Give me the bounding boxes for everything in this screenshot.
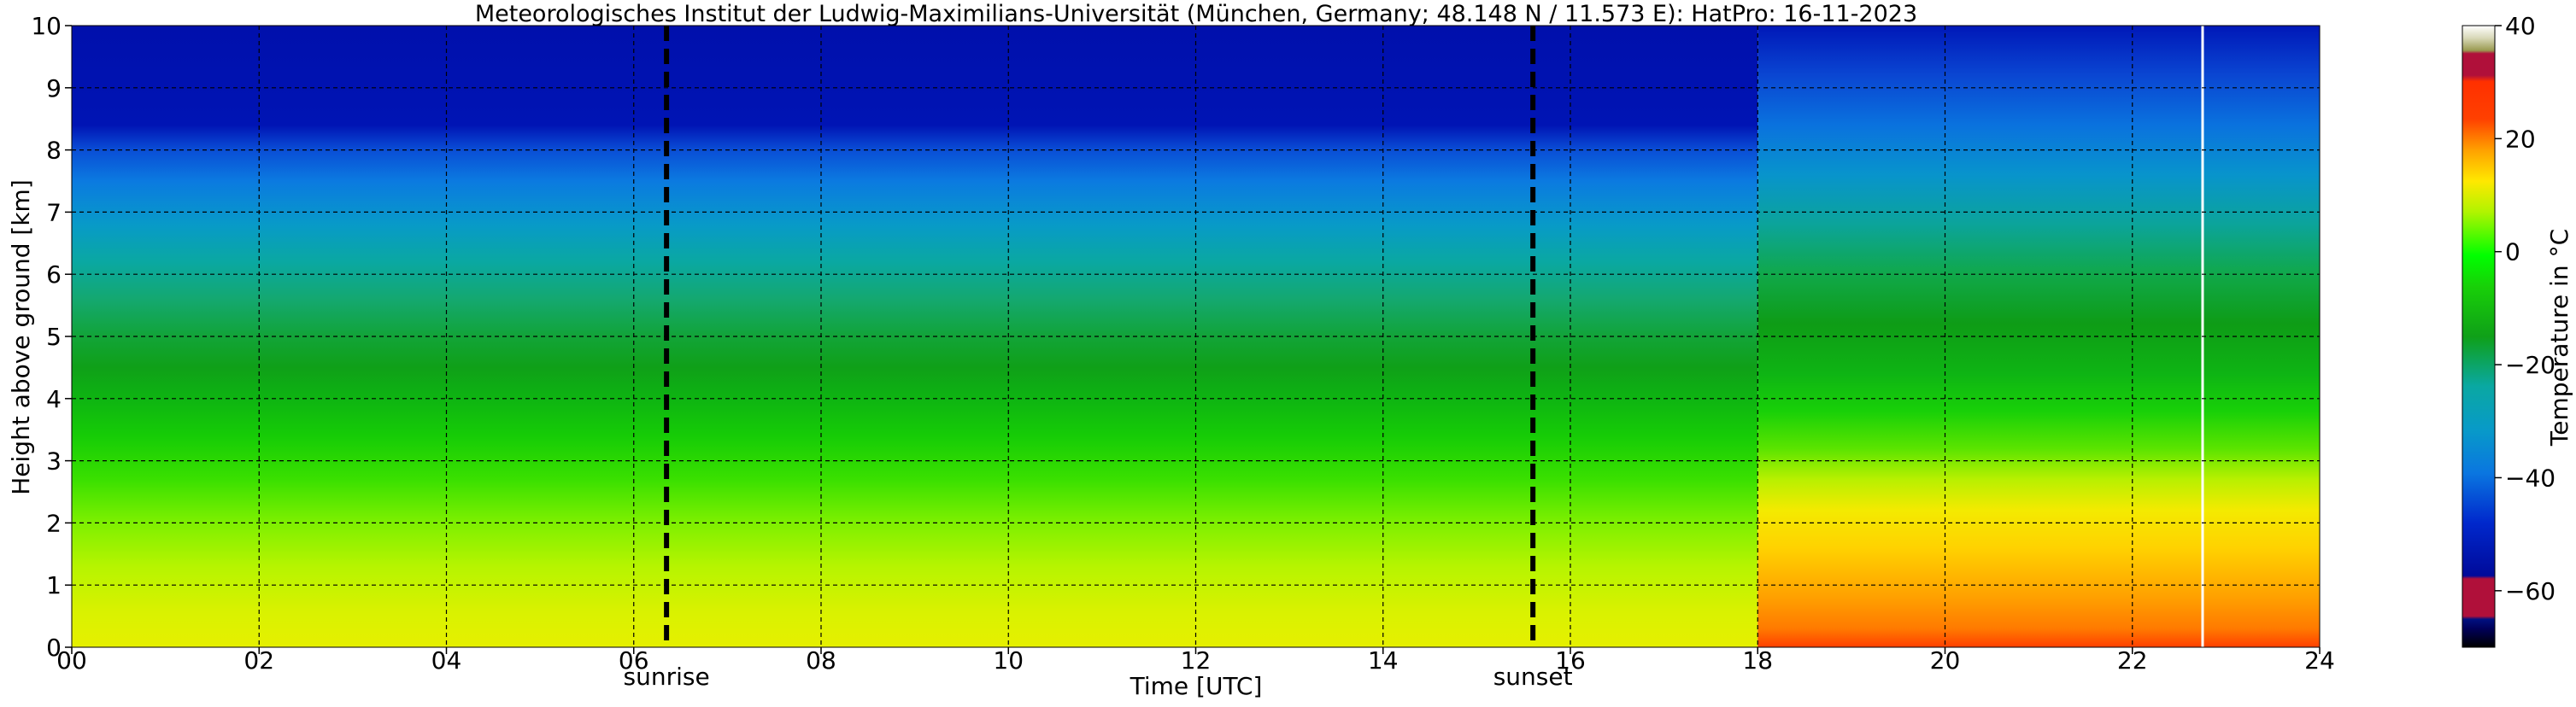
annotation-label-sunset: sunset [1493, 663, 1573, 691]
grid-lines [72, 26, 2320, 647]
y-tick-label: 6 [46, 260, 62, 289]
x-tick-label: 24 [2304, 646, 2335, 675]
annotation-label-sunrise: sunrise [624, 663, 710, 691]
x-axis-ticks: 00 02 04 06 08 10 12 14 16 18 20 22 24 [56, 646, 2335, 675]
colorbar-tick-label: −20 [2505, 351, 2555, 379]
x-tick-label: 16 [1555, 646, 1586, 675]
x-tick-label: 20 [1930, 646, 1961, 675]
x-tick-label: 10 [993, 646, 1024, 675]
colorbar-tick-label: 40 [2505, 12, 2536, 40]
colorbar-ticks: 40 20 0 −20 −40 −60 [2495, 12, 2555, 605]
colorbar-tick-label: 0 [2505, 238, 2520, 266]
y-tick-label: 0 [46, 634, 62, 662]
x-tick-label: 04 [431, 646, 462, 675]
colorbar-label: Temperature in °C [2545, 229, 2573, 447]
y-tick-label: 5 [46, 323, 62, 351]
x-axis-label: Time [UTC] [1130, 672, 1263, 700]
x-tick-label: 14 [1368, 646, 1399, 675]
y-axis-label: Height above ground [km] [7, 179, 35, 495]
annotation-lines: sunrise sunset [624, 26, 1573, 691]
x-tick-label: 22 [2117, 646, 2148, 675]
y-tick-label: 10 [31, 12, 62, 40]
plot-area: sunrise sunset [71, 25, 2321, 691]
x-tick-label: 02 [244, 646, 274, 675]
y-tick-label: 3 [46, 447, 62, 476]
x-tick-label: 12 [1181, 646, 1212, 675]
y-tick-label: 1 [46, 571, 62, 599]
x-tick-label: 00 [56, 646, 87, 675]
x-tick-label: 06 [619, 646, 649, 675]
chart-title: Meteorologisches Institut der Ludwig-Max… [475, 1, 1917, 27]
colorbar: 40 20 0 −20 −40 −60 Temperature in °C [2462, 12, 2573, 648]
y-tick-label: 7 [46, 198, 62, 226]
colorbar-gradient [2462, 25, 2496, 648]
colorbar-tick-label: −60 [2505, 577, 2555, 605]
x-tick-label: 18 [1742, 646, 1773, 675]
y-tick-label: 9 [46, 74, 62, 102]
colorbar-tick-label: 20 [2505, 125, 2536, 153]
y-axis-ticks: 0 1 2 3 4 5 6 7 8 9 10 [31, 12, 72, 662]
y-tick-label: 8 [46, 137, 62, 165]
y-tick-label: 4 [46, 385, 62, 413]
y-tick-label: 2 [46, 509, 62, 537]
colorbar-tick-label: −40 [2505, 464, 2555, 492]
x-tick-label: 08 [806, 646, 836, 675]
